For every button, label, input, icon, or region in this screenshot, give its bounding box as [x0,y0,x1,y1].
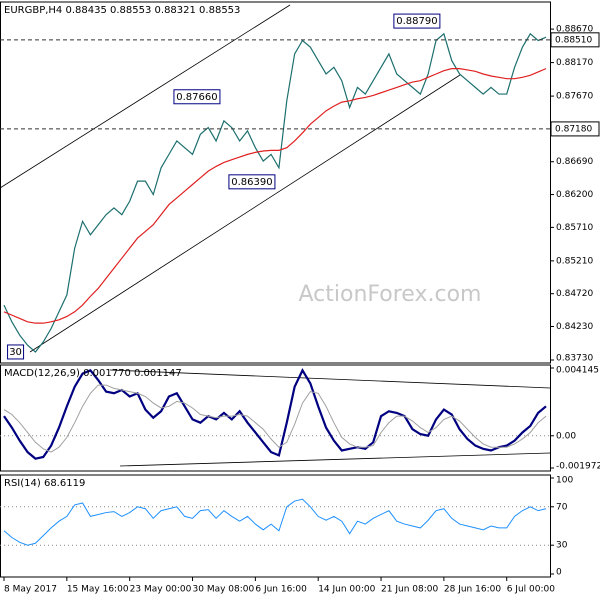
y-tick-label: 0.88170 [556,58,593,68]
watermark: ActionForex.com [299,282,482,307]
y-tick-label: 70 [556,502,568,512]
annotation-box [7,344,25,360]
y-tick-label: 0.00 [556,431,576,441]
x-tick-label: 23 May 00:00 [130,585,192,595]
x-tick-label: 15 May 16:00 [67,585,129,595]
y-tick-label: 0.84720 [556,289,593,299]
x-tick-label: 14 Jun 00:00 [318,585,375,595]
annotation-box [393,13,441,29]
y-tick-label: 30 [556,541,568,551]
y-tick-label: 0.86200 [556,190,593,200]
annotation-box [228,174,276,190]
channel-line [0,4,291,189]
macd-trend-line [119,452,551,467]
y-tick-label: 0 [556,568,562,578]
x-tick-label: 28 Jun 16:00 [444,585,501,595]
series-line [3,368,547,460]
y-tick-label: 0.87670 [556,92,593,102]
x-tick-label: 6 Jul 00:00 [507,585,556,595]
x-tick-label: 6 Jun 16:00 [255,585,307,595]
x-tick-label: 21 Jun 08:00 [381,585,438,595]
annotation-label: 0.87660 [176,92,217,103]
y-tick-label: 0.85210 [556,256,593,266]
x-tick-label: 8 May 2017 [4,585,57,595]
panel-frame [0,364,551,472]
y-tick-label: 0.88670 [556,25,593,35]
y-tick-label: 100 [556,476,573,486]
y-tick-label: -0.001972 [556,462,600,472]
panel-frame [0,1,551,364]
panel-title: MACD(12,26,9) 0.001770 0.001147 [4,368,182,379]
series-line [3,32,547,353]
series-line [3,498,547,546]
level-label-box [550,32,600,48]
y-tick-label: 0.83730 [556,354,593,364]
y-tick-label: 0.004145 [556,366,599,376]
series-line [3,68,547,324]
annotation-label: 0.86390 [231,177,272,188]
y-tick-label: 0.85710 [556,223,593,233]
x-tick-label: 30 May 08:00 [193,585,255,595]
level-label: 0.87180 [555,124,592,134]
series-line [3,384,547,453]
annotation-box [173,89,221,105]
panel-title: RSI(14) 68.6119 [4,478,85,489]
level-label: 0.88510 [555,35,592,45]
y-tick-label: 0.84230 [556,322,593,332]
level-label-box [550,121,600,137]
annotation-label: 30 [9,347,22,358]
panel-title: EURGBP,H4 0.88435 0.88553 0.88321 0.8855… [4,5,240,16]
macd-trend-line [109,369,551,389]
y-tick-label: 0.86690 [556,157,593,167]
panel-frame [0,474,551,578]
annotation-label: 0.88790 [396,16,437,27]
channel-line [29,74,461,353]
